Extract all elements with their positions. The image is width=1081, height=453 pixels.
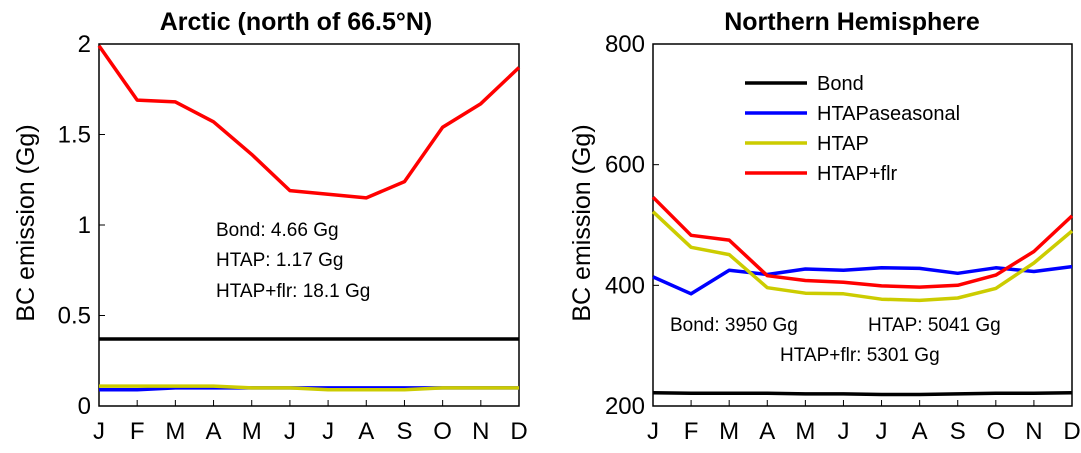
nh-xtick-label: J (837, 418, 849, 445)
arctic-series (97, 44, 521, 392)
nh-series (651, 195, 1074, 397)
nh-ytick-label: 400 (605, 272, 645, 299)
nh-xtick-label: A (759, 418, 775, 445)
arctic-xtick-label: J (322, 418, 334, 445)
arctic-chart-panel: Arctic (north of 66.5°N) BC emission (Gg… (12, 8, 528, 445)
arctic-ytick-label: 0.5 (58, 303, 91, 330)
northern-hemisphere-chart-panel: Northern Hemisphere BC emission (Gg) 200… (568, 8, 1081, 445)
nh-xtick-label: O (986, 418, 1005, 445)
nh-xtick-label: M (795, 418, 815, 445)
nh-annotation-bond: Bond: 3950 Gg (670, 315, 798, 336)
arctic-annotation-bond: Bond: 4.66 Gg (216, 220, 339, 241)
nh-ytick-label: 600 (605, 152, 645, 179)
arctic-xtick-label: F (130, 418, 145, 445)
nh-legend: Bond HTAPaseasonal HTAP HTAP+flr (745, 73, 960, 185)
arctic-xtick-label: M (242, 418, 262, 445)
nh-legend-label: HTAPaseasonal (817, 103, 960, 125)
nh-ytick-label: 200 (605, 393, 645, 420)
nh-y-axis-label: BC emission (Gg) (568, 124, 596, 321)
arctic-xtick-label: D (510, 418, 527, 445)
arctic-xtick-label: A (206, 418, 222, 445)
nh-xtick-label: D (1063, 418, 1080, 445)
arctic-annotation-htapflr: HTAP+flr: 18.1 Gg (216, 281, 370, 302)
arctic-ytick-label: 0 (78, 393, 91, 420)
nh-xtick-label: J (647, 418, 659, 445)
arctic-y-axis-label: BC emission (Gg) (12, 124, 40, 321)
arctic-xtick-label: N (472, 418, 489, 445)
arctic-ticks: 00.511.52J F M A M J J A S O N D (58, 31, 528, 445)
nh-series-line-bond (652, 390, 1073, 397)
nh-annotation-htapflr: HTAP+flr: 5301 Gg (780, 345, 940, 366)
nh-axes-box (652, 43, 1073, 407)
arctic-xtick-label: O (433, 418, 452, 445)
nh-legend-label: HTAP (817, 133, 869, 155)
arctic-ytick-label: 1.5 (58, 122, 91, 149)
nh-series-line-htapaseasonal (652, 264, 1073, 296)
nh-series-line-htap (651, 210, 1074, 303)
arctic-chart-title: Arctic (north of 66.5°N) (160, 8, 433, 36)
arctic-ytick-label: 2 (78, 31, 91, 58)
nh-xtick-label: N (1025, 418, 1042, 445)
nh-ytick-label: 800 (605, 31, 645, 58)
nh-legend-label: HTAP+flr (817, 163, 898, 185)
nh-xtick-label: F (684, 418, 699, 445)
arctic-xtick-label: A (358, 418, 374, 445)
nh-series-line-htap-flr (651, 195, 1074, 289)
nh-xtick-label: M (719, 418, 739, 445)
arctic-annotation-htap: HTAP: 1.17 Gg (216, 250, 343, 271)
nh-xtick-label: S (950, 418, 966, 445)
arctic-xtick-label: S (396, 418, 412, 445)
arctic-series-line-htap-flr (97, 44, 521, 200)
nh-legend-label: Bond (817, 73, 864, 95)
arctic-xtick-label: J (93, 418, 105, 445)
arctic-series-line-htap (99, 384, 519, 392)
nh-xtick-label: A (912, 418, 928, 445)
arctic-xtick-label: M (165, 418, 185, 445)
arctic-ytick-label: 1 (78, 212, 91, 239)
nh-annotation-htap: HTAP: 5041 Gg (868, 315, 1001, 336)
arctic-xtick-label: J (284, 418, 296, 445)
nh-xtick-label: J (876, 418, 888, 445)
nh-chart-title: Northern Hemisphere (724, 8, 980, 36)
